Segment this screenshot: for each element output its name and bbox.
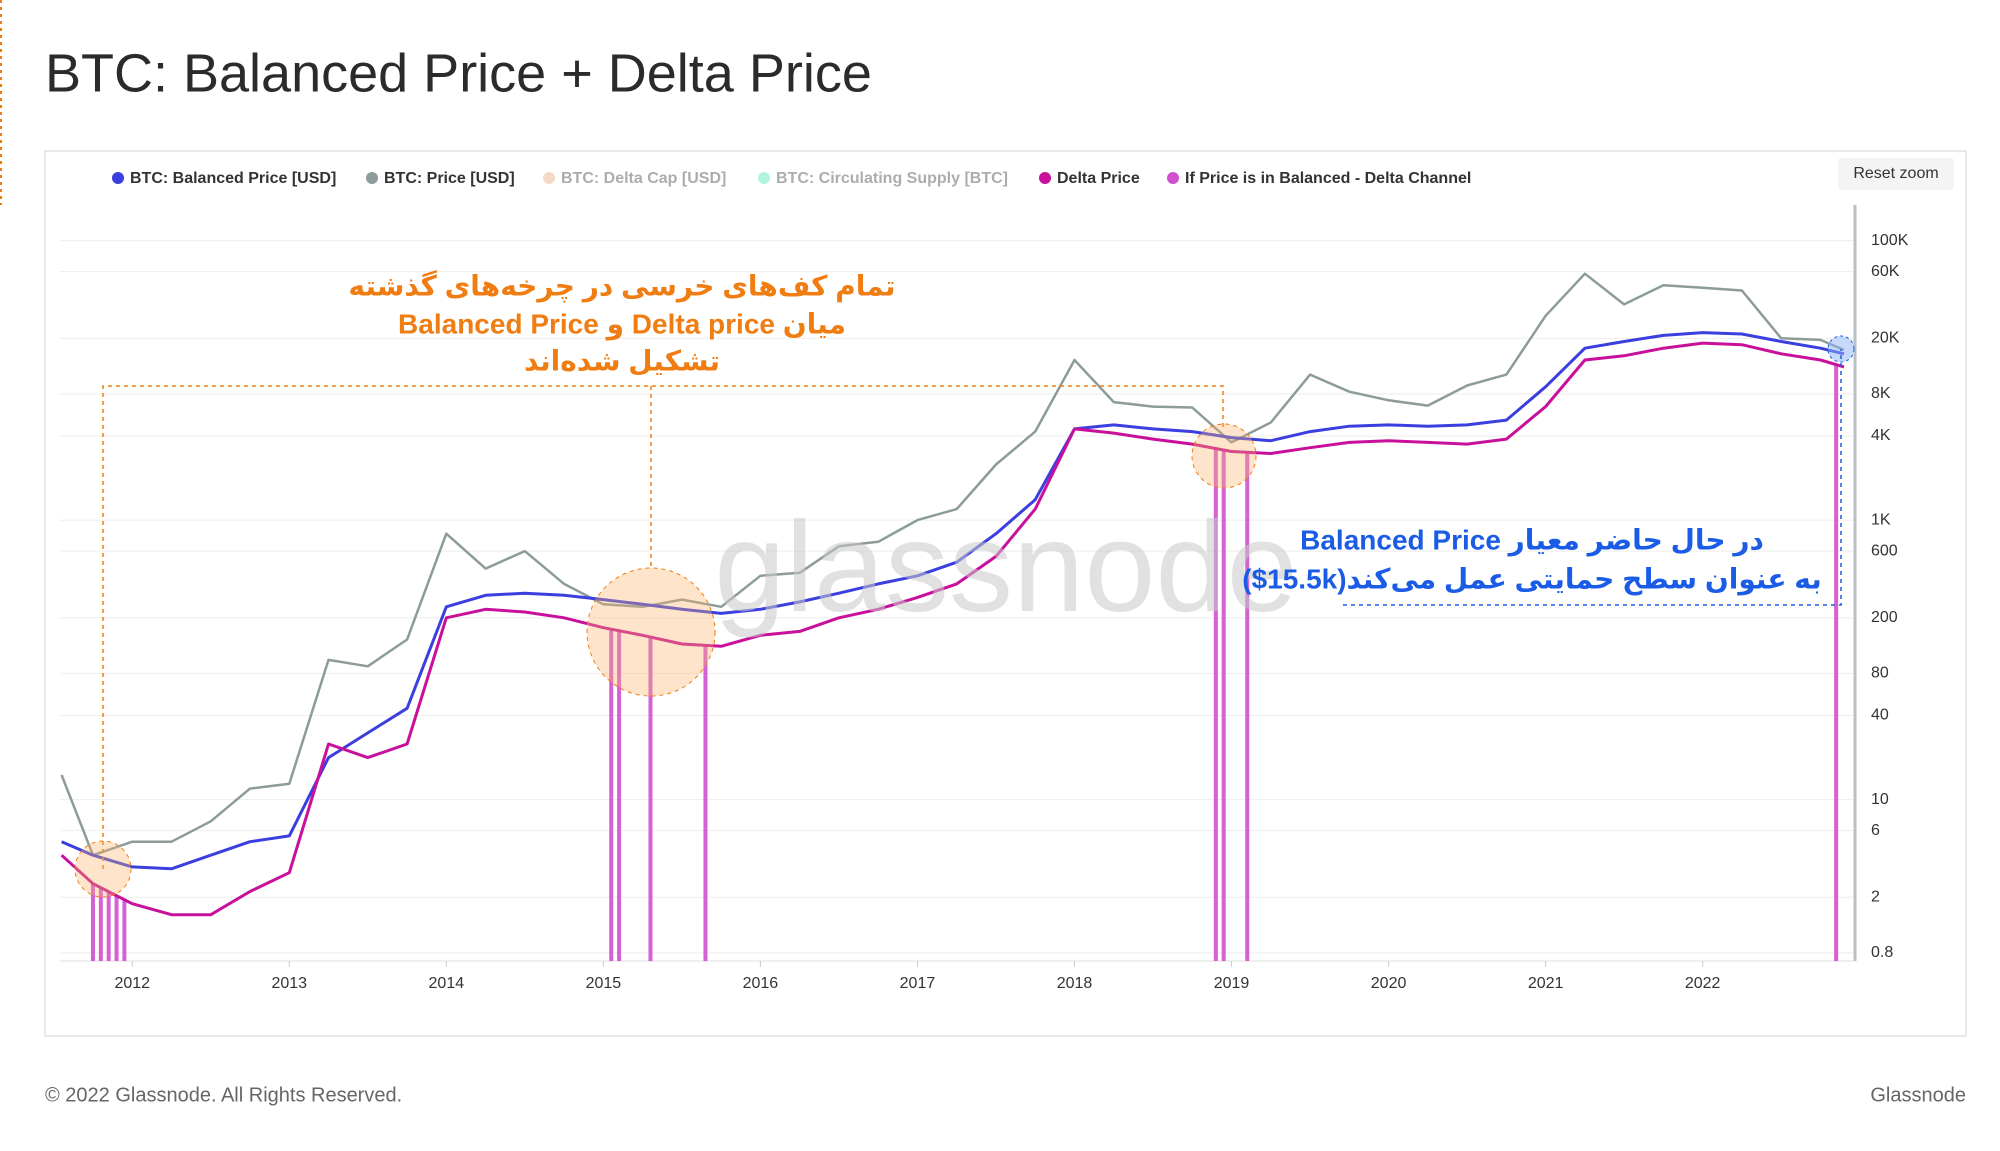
y-tick-label: 100K	[1871, 232, 1909, 249]
channel-bar	[106, 891, 111, 961]
channel-bar	[609, 629, 614, 961]
channel-bar	[98, 887, 103, 961]
legend-item[interactable]: If Price is in Balanced - Delta Channel	[1167, 170, 1471, 187]
x-tick-label: 2022	[1685, 975, 1721, 992]
x-tick-label: 2012	[114, 975, 150, 992]
chart-title: BTC: Balanced Price + Delta Price	[45, 43, 872, 103]
annotation-text: به عنوان سطح حمایتی عمل می‌کند(15.5k$)	[1242, 563, 1821, 595]
legend-item[interactable]: BTC: Balanced Price [USD]	[112, 170, 336, 187]
y-tick-label: 60K	[1871, 263, 1900, 280]
legend-swatch[interactable]	[366, 172, 378, 184]
legend-swatch[interactable]	[1039, 172, 1051, 184]
legend-swatch[interactable]	[1167, 172, 1179, 184]
x-tick-label: 2017	[900, 975, 936, 992]
x-tick-label: 2018	[1057, 975, 1093, 992]
channel-bar	[703, 645, 708, 961]
y-tick-label: 8K	[1871, 385, 1891, 402]
watermark: glassnode	[714, 496, 1298, 639]
legend-item[interactable]: BTC: Price [USD]	[366, 170, 515, 187]
channel-bar	[1213, 448, 1218, 961]
channel-bar	[90, 883, 95, 961]
y-tick-label: 6	[1871, 822, 1880, 839]
x-tick-label: 2014	[429, 975, 465, 992]
channel-bar	[648, 637, 653, 961]
y-tick-label: 1K	[1871, 511, 1891, 528]
highlight-circle	[586, 567, 716, 697]
y-tick-label: 200	[1871, 609, 1898, 626]
highlight-circle	[1191, 423, 1257, 489]
legend-label[interactable]: BTC: Circulating Supply [BTC]	[776, 170, 1008, 187]
y-tick-label: 80	[1871, 665, 1889, 682]
channel-bar	[122, 899, 127, 961]
reset-zoom-label[interactable]: Reset zoom	[1853, 165, 1938, 182]
channel-bar	[617, 630, 622, 961]
y-tick-label: 0.8	[1871, 944, 1893, 961]
legend-item[interactable]: BTC: Circulating Supply [BTC]	[758, 170, 1008, 187]
annotation-text: میان Delta price و Balanced Price	[398, 308, 846, 340]
bear-bottom-bracket	[102, 385, 1224, 869]
channel-bar	[114, 895, 119, 961]
y-tick-label: 10	[1871, 791, 1889, 808]
y-tick-label: 4K	[1871, 427, 1891, 444]
x-tick-label: 2019	[1214, 975, 1250, 992]
y-tick-label: 40	[1871, 707, 1889, 724]
x-tick-label: 2013	[271, 975, 307, 992]
series-line	[61, 331, 1845, 871]
highlight-circle	[74, 840, 132, 898]
legend-label[interactable]: If Price is in Balanced - Delta Channel	[1185, 170, 1471, 187]
x-tick-label: 2015	[586, 975, 622, 992]
legend-label[interactable]: Delta Price	[1057, 170, 1140, 187]
channel-bar	[1221, 450, 1226, 961]
channel-bar	[1245, 452, 1250, 961]
footer-brand: Glassnode	[1870, 1084, 1966, 1106]
reset-zoom-button[interactable]	[1838, 158, 1954, 190]
channel-bar	[1834, 364, 1839, 961]
series-line	[60, 341, 1845, 917]
legend-item[interactable]: BTC: Delta Cap [USD]	[543, 170, 726, 187]
annotation-text: تشکیل شده‌اند	[524, 345, 720, 376]
x-tick-label: 2021	[1528, 975, 1564, 992]
legend-swatch[interactable]	[112, 172, 124, 184]
x-tick-label: 2020	[1371, 975, 1407, 992]
legend-item[interactable]: Delta Price	[1039, 170, 1140, 187]
legend-label[interactable]: BTC: Balanced Price [USD]	[130, 170, 336, 187]
chart-frame	[44, 150, 1967, 1037]
y-tick-label: 600	[1871, 542, 1898, 559]
support-pointer	[1343, 349, 1842, 606]
annotation-text: تمام کف‌های خرسی در چرخه‌های گذشته	[348, 269, 895, 302]
annotation-text: در حال حاضر معیار Balanced Price	[1300, 524, 1764, 556]
annotation-guides	[74, 335, 1855, 898]
footer-copyright: © 2022 Glassnode. All Rights Reserved.	[45, 1084, 402, 1106]
series-line	[60, 272, 1845, 857]
legend-label[interactable]: BTC: Price [USD]	[384, 170, 515, 187]
legend-swatch[interactable]	[758, 172, 770, 184]
y-tick-label: 2	[1871, 889, 1880, 906]
legend-label[interactable]: BTC: Delta Cap [USD]	[561, 170, 726, 187]
plot-area: 0.8 2 6 10 40 80 200 600 1K 4K 8K 20K 60K 100K 2012 201…	[60, 205, 1909, 992]
legend-swatch[interactable]	[543, 172, 555, 184]
x-tick-label: 2016	[743, 975, 779, 992]
y-tick-label: 20K	[1871, 330, 1900, 347]
